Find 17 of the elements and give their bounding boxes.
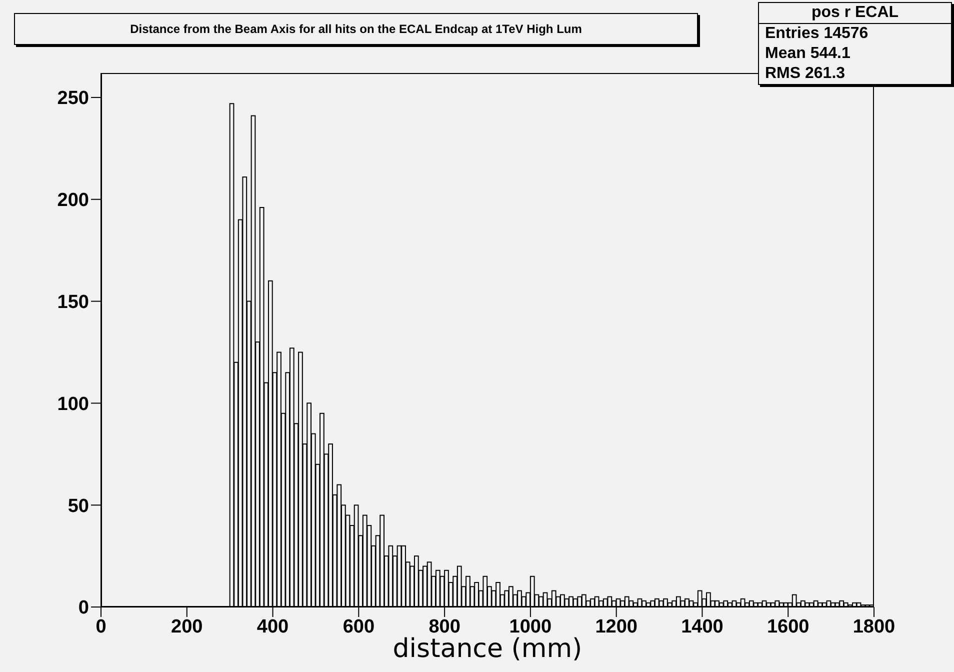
y-tick-label: 50 — [68, 496, 89, 517]
x-tick-label: 1400 — [681, 616, 724, 638]
annotation: RMS 261.3 — [764, 64, 846, 84]
stats-panel: pos r ECAL Entries 14576 Mean 544.1 RMS 261.3 — [758, 2, 952, 85]
y-tick-label: 0 — [78, 598, 89, 619]
chart-title: Distance from the Beam Axis for all hits on the ECAL Endcap at 1TeV High Lum — [14, 13, 698, 45]
x-tick-label: 1600 — [766, 616, 810, 638]
x-tick-label: 1200 — [595, 616, 638, 638]
y-tick-label: 100 — [57, 394, 89, 415]
y-tick-label: 150 — [57, 292, 89, 314]
x-tick-label: 200 — [171, 616, 203, 638]
x-tick-label: 400 — [256, 616, 289, 638]
x-tick-label: 600 — [342, 616, 375, 638]
y-tick-label: 200 — [57, 190, 89, 212]
x-tick-label: 0 — [96, 616, 106, 638]
x-tick-label: 1800 — [852, 616, 896, 638]
y-tick-label: 250 — [57, 88, 89, 110]
